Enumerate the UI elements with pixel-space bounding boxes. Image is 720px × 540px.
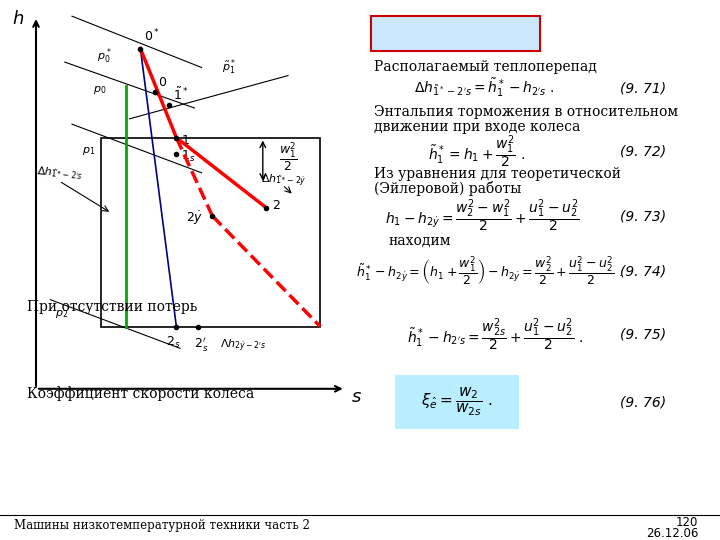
- Text: $2_s$: $2_s$: [166, 335, 180, 350]
- Text: $1_s$: $1_s$: [181, 149, 196, 164]
- Text: Коэффициент скорости колеса: Коэффициент скорости колеса: [27, 386, 255, 401]
- Text: (9. 76): (9. 76): [620, 395, 666, 409]
- Text: Рабочее колесо: Рабочее колесо: [392, 27, 518, 40]
- Text: $\tilde{h}_1^* = h_1 + \dfrac{w_1^2}{2}\ .$: $\tilde{h}_1^* = h_1 + \dfrac{w_1^2}{2}\…: [428, 133, 526, 170]
- Text: $h_1 - h_{2\dot{y}} = \dfrac{w_2^2 - w_1^2}{2} + \dfrac{u_1^2 - u_2^2}{2}$: $h_1 - h_{2\dot{y}} = \dfrac{w_2^2 - w_1…: [385, 198, 580, 234]
- FancyBboxPatch shape: [371, 16, 540, 51]
- Text: $\Delta h_{\tilde{1}^*-2^{\prime}s} = \tilde{h}_1^* - h_{2^{\prime}s}\ .$: $\Delta h_{\tilde{1}^*-2^{\prime}s} = \t…: [414, 77, 555, 99]
- Text: 120: 120: [676, 516, 698, 529]
- Text: $0$: $0$: [158, 76, 168, 89]
- Text: $\tilde{h}_1^* - h_{2^{\prime}s} = \dfrac{w_{2s}^2}{2} + \dfrac{u_1^2 - u_2^2}{2: $\tilde{h}_1^* - h_{2^{\prime}s} = \dfra…: [407, 316, 583, 353]
- Text: $\tilde{p}_1^*$: $\tilde{p}_1^*$: [222, 57, 236, 77]
- Text: $0^*$: $0^*$: [144, 28, 160, 44]
- Text: (9. 73): (9. 73): [620, 209, 666, 223]
- Text: $2_s'$: $2_s'$: [194, 335, 209, 353]
- Text: $1$: $1$: [181, 134, 190, 147]
- Text: 26.12.06: 26.12.06: [646, 527, 698, 540]
- Bar: [101, 138, 320, 327]
- Text: Располагаемый теплоперепад: Располагаемый теплоперепад: [374, 60, 598, 74]
- Text: $p_2$: $p_2$: [55, 308, 68, 320]
- Text: $p_0^*$: $p_0^*$: [97, 46, 112, 66]
- Text: $p_0$: $p_0$: [93, 84, 107, 96]
- Text: (9. 75): (9. 75): [620, 328, 666, 342]
- Text: $2\dot{y}$: $2\dot{y}$: [186, 210, 204, 227]
- Text: $\Lambda h_{2\dot{y}-2^{\prime}s}$: $\Lambda h_{2\dot{y}-2^{\prime}s}$: [220, 338, 266, 354]
- Text: (9. 72): (9. 72): [620, 144, 666, 158]
- Text: $\tilde{1}^*$: $\tilde{1}^*$: [173, 86, 189, 103]
- Text: находим: находим: [389, 233, 451, 247]
- FancyBboxPatch shape: [395, 375, 519, 429]
- Text: При отсутствии потерь: При отсутствии потерь: [27, 300, 198, 314]
- Text: (9. 74): (9. 74): [620, 265, 666, 279]
- Text: $\dfrac{w_1^2}{2}$: $\dfrac{w_1^2}{2}$: [279, 141, 297, 174]
- Text: $2$: $2$: [272, 199, 281, 212]
- Text: Энтальпия торможения в относительном: Энтальпия торможения в относительном: [374, 105, 678, 119]
- Text: s: s: [351, 388, 361, 406]
- Text: $p_1$: $p_1$: [81, 145, 95, 157]
- Text: $\Delta h_{\tilde{1}^{\ast}-2^{\prime}s}$: $\Delta h_{\tilde{1}^{\ast}-2^{\prime}s}…: [36, 164, 84, 181]
- Text: $\tilde{h}_1^* - h_{2\dot{y}} = \left(h_1 + \dfrac{w_1^2}{2}\right) - h_{2\dot{y: $\tilde{h}_1^* - h_{2\dot{y}} = \left(h_…: [356, 255, 624, 288]
- Text: $\xi_{\hat{e}} = \dfrac{w_2}{w_{2s}}\ .$: $\xi_{\hat{e}} = \dfrac{w_2}{w_{2s}}\ .$: [420, 386, 492, 418]
- Text: движении при входе колеса: движении при входе колеса: [374, 120, 581, 134]
- Text: (Эйлеровой) работы: (Эйлеровой) работы: [374, 181, 522, 197]
- Text: Машины низкотемпературной техники часть 2: Машины низкотемпературной техники часть …: [14, 519, 310, 532]
- Text: h: h: [12, 10, 24, 28]
- Text: Из уравнения для теоретической: Из уравнения для теоретической: [374, 167, 621, 181]
- Text: $\Delta h_{\tilde{1}^{\ast}-2\dot{y}}$: $\Delta h_{\tilde{1}^{\ast}-2\dot{y}}$: [261, 173, 306, 189]
- Text: (9. 71): (9. 71): [620, 81, 666, 95]
